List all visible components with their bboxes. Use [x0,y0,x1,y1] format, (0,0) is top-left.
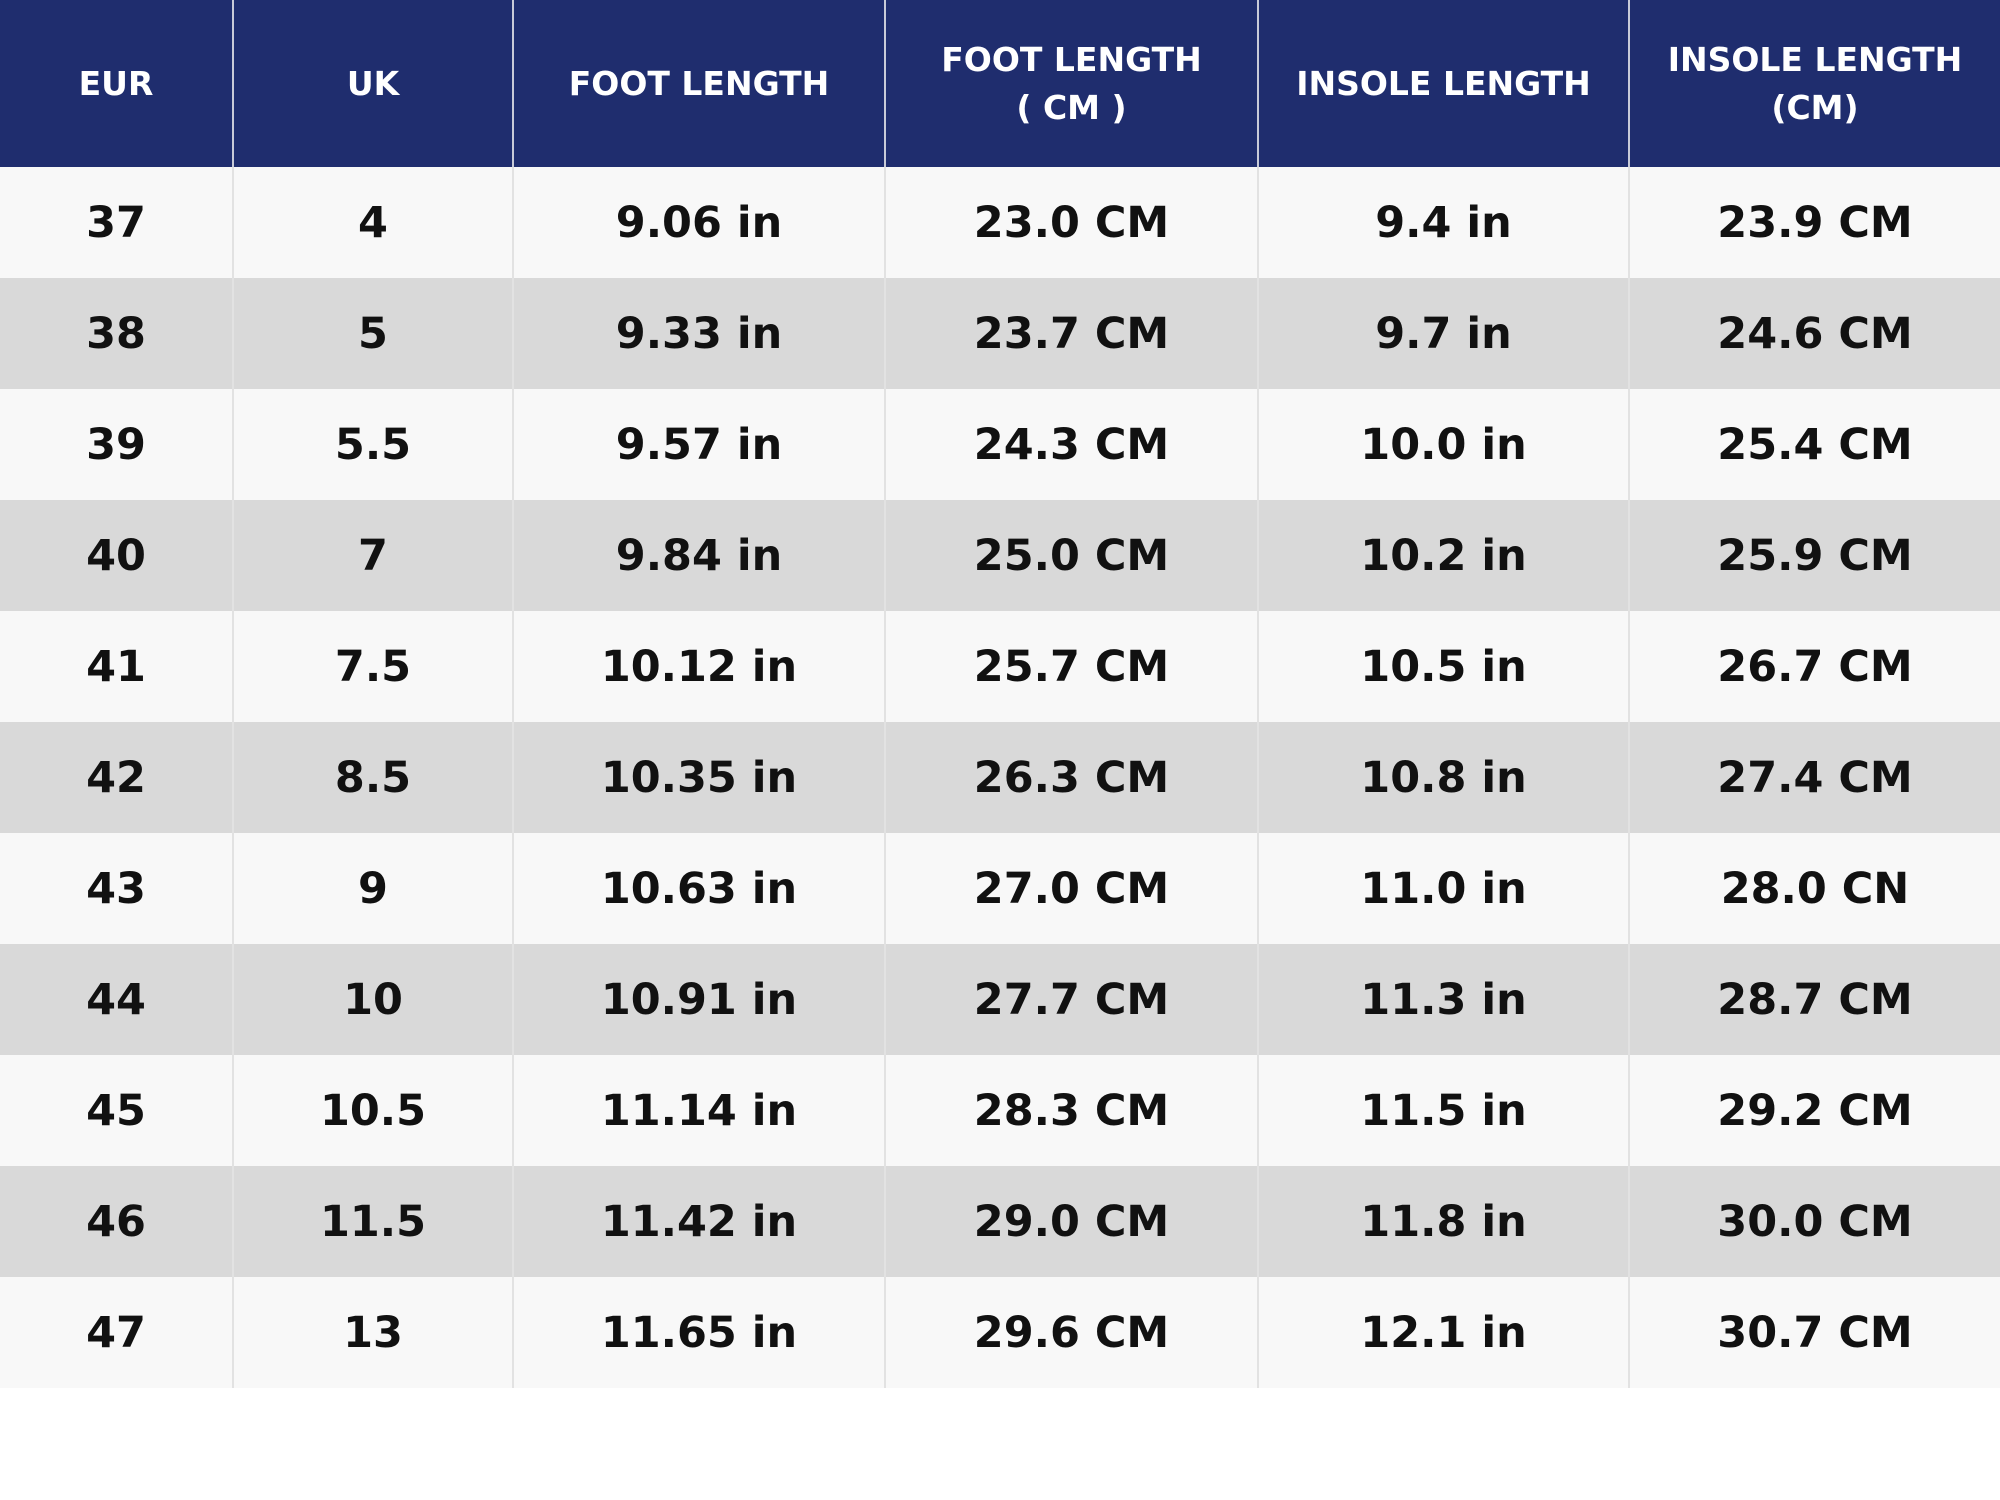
table-cell: 10.5 in [1258,611,1630,722]
table-cell: 25.7 CM [885,611,1259,722]
table-row: 39 5.5 9.57 in 24.3 CM 10.0 in 25.4 CM [0,389,2000,500]
table-cell: 7 [233,500,514,611]
table-cell: 28.0 CN [1629,833,2000,944]
table-cell: 12.1 in [1258,1277,1630,1388]
table-cell: 38 [0,278,234,389]
table-cell: 9 [233,833,514,944]
table-cell: 7.5 [233,611,514,722]
table-cell: 5.5 [233,389,514,500]
table-row: 47 13 11.65 in 29.6 CM 12.1 in 30.7 CM [0,1277,2000,1388]
table-cell: 28.3 CM [885,1055,1259,1166]
table-row: 46 11.5 11.42 in 29.0 CM 11.8 in 30.0 CM [0,1166,2000,1277]
table-cell: 27.7 CM [885,944,1259,1055]
table-cell: 11.5 [233,1166,514,1277]
table-cell: 30.7 CM [1629,1277,2000,1388]
table-cell: 10.35 in [513,722,886,833]
table-row: 40 7 9.84 in 25.0 CM 10.2 in 25.9 CM [0,500,2000,611]
table-cell: 25.4 CM [1629,389,2000,500]
size-table: EUR UK FOOT LENGTH FOOT LENGTH ( CM ) INSOLE… [0,0,2000,1388]
table-row: 37 4 9.06 in 23.0 CM 9.4 in 23.9 CM [0,167,2000,278]
table-cell: 40 [0,500,234,611]
table-cell: 10.63 in [513,833,886,944]
header-cell: FOOT LENGTH ( CM ) [885,0,1259,167]
table-cell: 28.7 CM [1629,944,2000,1055]
table-cell: 10.91 in [513,944,886,1055]
table-cell: 23.0 CM [885,167,1259,278]
table-header: EUR UK FOOT LENGTH FOOT LENGTH ( CM ) INSOLE… [0,0,2000,167]
table-cell: 25.9 CM [1629,500,2000,611]
table-cell: 29.6 CM [885,1277,1259,1388]
table-cell: 11.5 in [1258,1055,1630,1166]
table-row: 43 9 10.63 in 27.0 CM 11.0 in 28.0 CN [0,833,2000,944]
table-row: 45 10.5 11.14 in 28.3 CM 11.5 in 29.2 CM [0,1055,2000,1166]
table-cell: 46 [0,1166,234,1277]
table-cell: 9.33 in [513,278,886,389]
table-cell: 41 [0,611,234,722]
table-cell: 9.4 in [1258,167,1630,278]
table-cell: 30.0 CM [1629,1166,2000,1277]
header-cell: EUR [0,0,234,167]
table-cell: 25.0 CM [885,500,1259,611]
table-row: 41 7.5 10.12 in 25.7 CM 10.5 in 26.7 CM [0,611,2000,722]
table-cell: 23.9 CM [1629,167,2000,278]
table-row: 42 8.5 10.35 in 26.3 CM 10.8 in 27.4 CM [0,722,2000,833]
table-cell: 26.3 CM [885,722,1259,833]
table-cell: 10.5 [233,1055,514,1166]
table-cell: 9.84 in [513,500,886,611]
table-cell: 8.5 [233,722,514,833]
table-cell: 10.0 in [1258,389,1630,500]
table-cell: 37 [0,167,234,278]
table-cell: 10.8 in [1258,722,1630,833]
table-cell: 13 [233,1277,514,1388]
table-cell: 4 [233,167,514,278]
table-cell: 47 [0,1277,234,1388]
table-body: 37 4 9.06 in 23.0 CM 9.4 in 23.9 CM 38 5 9.33 in… [0,167,2000,1388]
table-cell: 27.4 CM [1629,722,2000,833]
table-cell: 11.42 in [513,1166,886,1277]
table-cell: 11.8 in [1258,1166,1630,1277]
table-cell: 24.6 CM [1629,278,2000,389]
table-cell: 26.7 CM [1629,611,2000,722]
table-cell: 39 [0,389,234,500]
table-cell: 9.57 in [513,389,886,500]
table-cell: 44 [0,944,234,1055]
table-cell: 29.0 CM [885,1166,1259,1277]
table-cell: 42 [0,722,234,833]
table-cell: 11.65 in [513,1277,886,1388]
table-cell: 9.7 in [1258,278,1630,389]
header-cell: UK [233,0,514,167]
table-cell: 29.2 CM [1629,1055,2000,1166]
table-cell: 9.06 in [513,167,886,278]
table-cell: 24.3 CM [885,389,1259,500]
table-row: 44 10 10.91 in 27.7 CM 11.3 in 28.7 CM [0,944,2000,1055]
table-cell: 11.14 in [513,1055,886,1166]
header-cell: INSOLE LENGTH [1258,0,1630,167]
table-cell: 10.2 in [1258,500,1630,611]
table-row: 38 5 9.33 in 23.7 CM 9.7 in 24.6 CM [0,278,2000,389]
table-cell: 10 [233,944,514,1055]
header-row: EUR UK FOOT LENGTH FOOT LENGTH ( CM ) INSOLE… [0,0,2000,167]
table-cell: 11.0 in [1258,833,1630,944]
table-cell: 27.0 CM [885,833,1259,944]
table-cell: 11.3 in [1258,944,1630,1055]
table-cell: 10.12 in [513,611,886,722]
table-cell: 23.7 CM [885,278,1259,389]
header-cell: INSOLE LENGTH (CM) [1629,0,2000,167]
table-cell: 43 [0,833,234,944]
table-cell: 45 [0,1055,234,1166]
header-cell: FOOT LENGTH [513,0,886,167]
table-cell: 5 [233,278,514,389]
